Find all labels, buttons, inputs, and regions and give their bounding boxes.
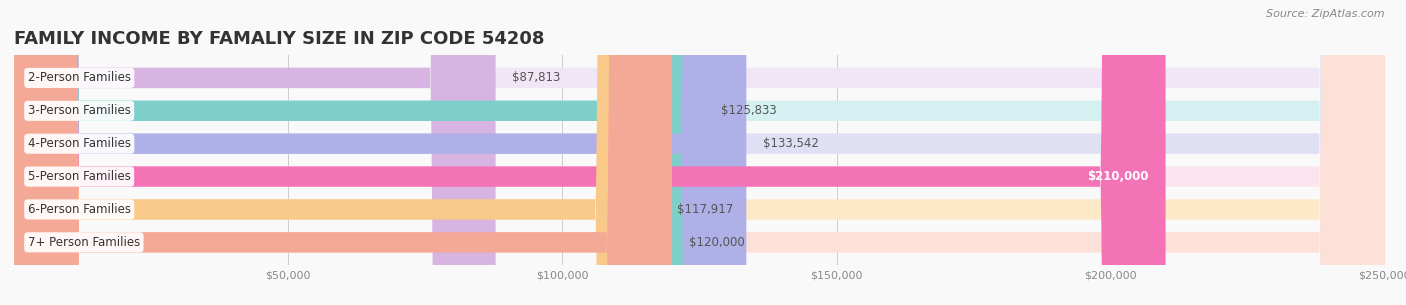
FancyBboxPatch shape [14,0,495,305]
FancyBboxPatch shape [14,0,1385,305]
Text: $120,000: $120,000 [689,236,744,249]
Text: $87,813: $87,813 [512,71,561,84]
Text: 2-Person Families: 2-Person Families [28,71,131,84]
FancyBboxPatch shape [14,0,1385,305]
FancyBboxPatch shape [14,0,672,305]
Text: $117,917: $117,917 [678,203,734,216]
Text: $210,000: $210,000 [1088,170,1149,183]
Text: 4-Person Families: 4-Person Families [28,137,131,150]
Text: 5-Person Families: 5-Person Families [28,170,131,183]
Text: 6-Person Families: 6-Person Families [28,203,131,216]
FancyBboxPatch shape [14,0,704,305]
FancyBboxPatch shape [14,0,1166,305]
FancyBboxPatch shape [14,0,1385,305]
Text: 3-Person Families: 3-Person Families [28,104,131,117]
FancyBboxPatch shape [14,0,1385,305]
FancyBboxPatch shape [14,0,747,305]
Text: $133,542: $133,542 [763,137,818,150]
FancyBboxPatch shape [14,0,661,305]
Text: $125,833: $125,833 [720,104,776,117]
Text: 7+ Person Families: 7+ Person Families [28,236,141,249]
FancyBboxPatch shape [14,0,1385,305]
Text: FAMILY INCOME BY FAMALIY SIZE IN ZIP CODE 54208: FAMILY INCOME BY FAMALIY SIZE IN ZIP COD… [14,30,544,48]
Text: Source: ZipAtlas.com: Source: ZipAtlas.com [1267,9,1385,19]
FancyBboxPatch shape [14,0,1385,305]
